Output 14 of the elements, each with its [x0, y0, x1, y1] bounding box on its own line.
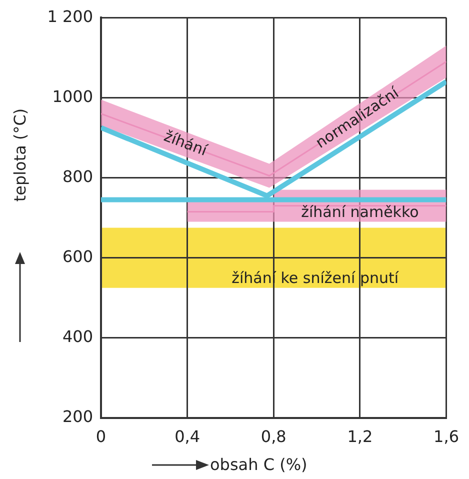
x-tick-label: 0,8 [260, 426, 286, 446]
y-tick-label: 600 [62, 246, 93, 266]
x-tick-label: 1,2 [347, 426, 373, 446]
x-tick-label: 0,4 [174, 426, 200, 446]
y-tick-label: 200 [62, 407, 93, 426]
y-axis-title: teplota (°C) [10, 108, 30, 202]
x-axis-title: obsah C (%) [210, 455, 308, 474]
y-tick-label: 400 [62, 327, 93, 346]
y-tick-label: 1 200 [47, 6, 93, 26]
y-tick-label: 800 [62, 166, 93, 186]
series-label: žíhání naměkko [301, 203, 419, 222]
x-tick-label: 1,6 [434, 426, 460, 446]
y-tick-label: 1000 [52, 86, 93, 106]
x-tick-label: 0 [96, 426, 106, 446]
